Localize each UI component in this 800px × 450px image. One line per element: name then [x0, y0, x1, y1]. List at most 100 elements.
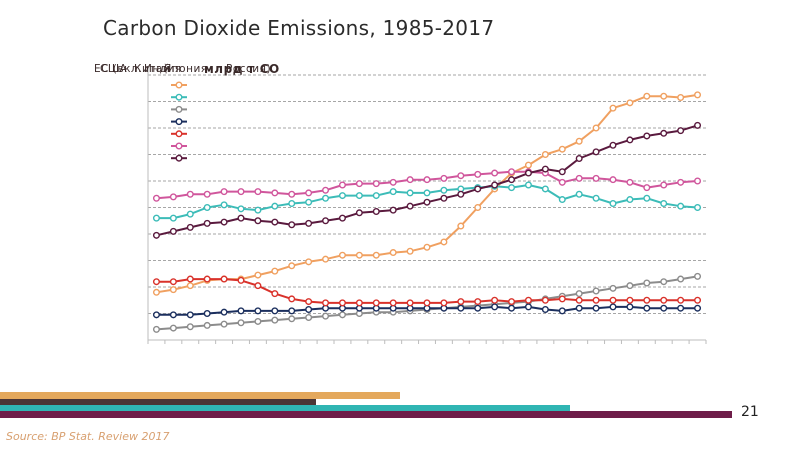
series-red-point	[626, 296, 634, 304]
series-red-point	[355, 299, 363, 307]
source-note: Source: BP Stat. Review 2017	[6, 430, 170, 443]
series-navy	[152, 303, 702, 319]
series-pink-point	[694, 177, 702, 185]
series-gray-point	[203, 321, 211, 329]
series-plum-point	[508, 176, 516, 184]
series-pink-point	[288, 190, 296, 198]
series-navy-point	[592, 304, 600, 312]
series-red-point	[694, 296, 702, 304]
series-red-point	[491, 296, 499, 304]
series-plum-point	[389, 206, 397, 214]
series-pink-point	[305, 189, 313, 197]
series-teal-point	[220, 201, 228, 209]
series-pink-point	[626, 178, 634, 186]
series-orange-point	[254, 271, 262, 279]
series-pink-point	[389, 178, 397, 186]
series-teal-point	[541, 185, 549, 193]
series-pink-point	[575, 174, 583, 182]
series-red-point	[440, 299, 448, 307]
series-orange-point	[643, 92, 651, 100]
series-plum-point	[338, 214, 346, 222]
series-teal-point	[237, 205, 245, 213]
bar-dark-brown	[0, 399, 316, 406]
series-orange-point	[372, 251, 380, 259]
series-gray-point	[220, 320, 228, 328]
series-navy-point	[220, 308, 228, 316]
series-navy-point	[237, 307, 245, 315]
series-red-point	[524, 296, 532, 304]
series-gray-point	[237, 319, 245, 327]
series-gray-point	[254, 317, 262, 325]
legend-header-label: Россия).	[226, 63, 275, 75]
series-orange-point	[541, 150, 549, 158]
series-gray-point	[660, 278, 668, 286]
series-plum-point	[575, 154, 583, 162]
series-plum-point	[694, 121, 702, 129]
series-pink-point	[660, 181, 668, 189]
series-teal-point	[694, 203, 702, 211]
series-teal-point	[271, 202, 279, 210]
series-plum-point	[440, 194, 448, 202]
series-orange-point	[406, 247, 414, 255]
bar-teal	[0, 405, 571, 412]
series-teal-point	[186, 210, 194, 218]
series-plum-point	[626, 136, 634, 144]
series-orange-point	[338, 251, 346, 259]
series-plum-point	[541, 165, 549, 173]
series-red-point	[423, 299, 431, 307]
series-orange-point	[322, 255, 330, 263]
series-orange-point	[609, 104, 617, 112]
series-orange-point	[440, 238, 448, 246]
series-pink-point	[338, 181, 346, 189]
series-teal-point	[440, 186, 448, 194]
series-orange-point	[271, 267, 279, 275]
series-navy-point	[524, 303, 532, 311]
series-pink-point	[186, 190, 194, 198]
series-orange-point	[558, 145, 566, 153]
legend-item-series-pink	[171, 142, 187, 150]
legend-marker	[175, 142, 183, 150]
series-pink-point	[237, 188, 245, 196]
series-red-point	[288, 295, 296, 303]
series-red-point	[508, 298, 516, 306]
legend	[171, 81, 187, 162]
series-red-point	[541, 296, 549, 304]
series-orange-point	[288, 262, 296, 270]
series-navy-point	[271, 307, 279, 315]
series-navy-point	[186, 311, 194, 319]
page-number: 21	[741, 404, 759, 420]
series-orange-point	[423, 243, 431, 251]
series-pink-point	[558, 178, 566, 186]
series-navy-point	[609, 303, 617, 311]
legend-marker	[175, 105, 183, 113]
series-red-point	[237, 276, 245, 284]
series-orange-point	[389, 249, 397, 257]
series-gray-point	[575, 290, 583, 298]
series-gray-point	[338, 311, 346, 319]
series-red-point	[558, 295, 566, 303]
series-plum	[152, 121, 702, 239]
series-pink-point	[152, 194, 160, 202]
legend-item-series-navy	[171, 118, 187, 126]
series-red-point	[203, 275, 211, 283]
series-plum-point	[592, 148, 600, 156]
series-red-point	[474, 298, 482, 306]
series-orange-point	[169, 286, 177, 294]
series-red-point	[186, 275, 194, 283]
series-navy-point	[457, 304, 465, 312]
series-navy-point	[677, 304, 685, 312]
series-pink-point	[220, 188, 228, 196]
series-teal	[152, 181, 702, 222]
series-pink-point	[254, 188, 262, 196]
series-navy-point	[254, 307, 262, 315]
series-plum-point	[524, 169, 532, 177]
series-navy-point	[305, 306, 313, 314]
legend-marker	[175, 130, 183, 138]
series-navy-point	[152, 311, 160, 319]
legend-item-series-teal	[171, 93, 187, 101]
series-orange-point	[660, 92, 668, 100]
series-pink-point	[592, 174, 600, 182]
series-teal-point	[575, 190, 583, 198]
series-pink-point	[609, 176, 617, 184]
